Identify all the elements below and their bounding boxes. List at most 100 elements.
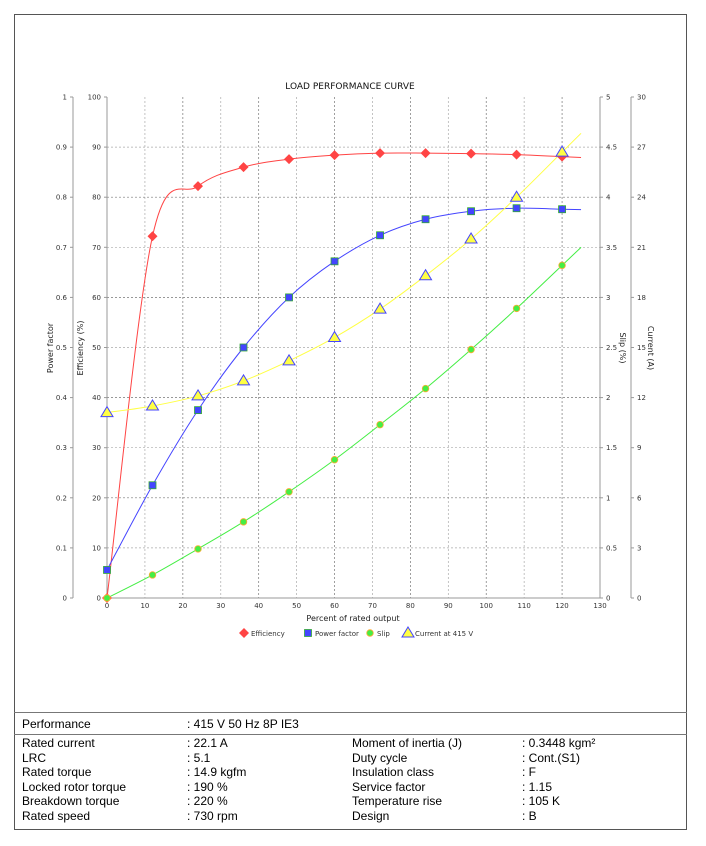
spec-value: : 0.3448 kgm² [522, 736, 596, 750]
spec-value: : 14.9 kgfm [187, 765, 247, 779]
slip-tick-label: 2.5 [606, 344, 617, 352]
spec-label: LRC [22, 750, 47, 765]
power-factor-tick-label: 0.4 [56, 394, 68, 402]
current-tick-label: 3 [637, 544, 641, 552]
x-tick-label: 130 [593, 602, 606, 610]
current-at-415-v-point [145, 398, 160, 411]
spec-value: : 1.15 [522, 779, 553, 794]
current-tick-label: 9 [637, 444, 641, 452]
x-axis-label: Percent of rated output [306, 614, 399, 623]
legend-label: Slip [377, 630, 390, 638]
current-at-415-v-point [418, 268, 433, 281]
power-factor-point [558, 205, 566, 214]
x-tick-label: 50 [292, 602, 301, 610]
spec-value: : Cont.(S1) [522, 750, 581, 765]
slip-tick-label: 1.5 [606, 444, 617, 452]
slip-point [194, 545, 202, 553]
current-tick-label: 15 [637, 344, 646, 352]
spec-value: : 220 % [187, 794, 228, 808]
power-factor-point [376, 231, 384, 240]
plot-area [107, 97, 600, 598]
current-at-415-v-point [236, 373, 251, 386]
efficiency-tick-label: 0 [97, 595, 101, 603]
efficiency-tick-label: 90 [92, 144, 101, 152]
spec-label: Rated speed [22, 808, 91, 823]
efficiency-tick-label: 30 [92, 444, 101, 452]
efficiency-tick-label: 40 [92, 394, 101, 402]
slip-tick-label: 4 [606, 194, 611, 202]
spec-value: : B [522, 808, 537, 823]
performance-value: : 415 V 50 Hz 8P IE3 [187, 717, 299, 731]
spec-label: Rated current [22, 736, 95, 750]
x-tick-label: 10 [140, 602, 149, 610]
spec-value: : 105 K [522, 794, 561, 808]
performance-row: Performance : 415 V 50 Hz 8P IE3 [14, 713, 687, 735]
current-at-415-v-point [555, 145, 569, 157]
current-at-415-v-point [282, 353, 296, 366]
efficiency-tick-label: 80 [92, 194, 101, 202]
current-at-415-v-point [464, 231, 478, 244]
power-factor-point [148, 481, 157, 490]
slip-point [512, 304, 521, 313]
efficiency-point [193, 181, 204, 192]
slip-tick-label: 2 [606, 394, 610, 402]
legend-label: Power factor [315, 630, 359, 638]
load-performance-chart: LOAD PERFORMANCE CURVE Percent of rated … [46, 82, 655, 638]
slip-point [558, 261, 566, 270]
efficiency-point [147, 231, 158, 242]
spec-label: Insulation class [352, 765, 435, 779]
power-factor-tick-label: 0 [63, 595, 67, 603]
slip-point [103, 594, 111, 602]
power-factor-axis-label: Power factor [46, 322, 55, 373]
power-factor-tick-label: 1 [63, 94, 67, 102]
power-factor-point [421, 215, 430, 224]
current-at-415-v-point [100, 405, 114, 418]
slip-point [148, 571, 157, 579]
power-factor-point [285, 293, 293, 302]
slip-point [239, 518, 248, 526]
current-at-415-v-point [327, 330, 342, 342]
slip-point [330, 456, 339, 464]
current-at-415-v-point [509, 190, 524, 202]
x-tick-label: 80 [406, 602, 415, 610]
spec-label: Service factor [352, 779, 426, 794]
efficiency-point [329, 150, 340, 161]
spec-label: Moment of inertia (J) [352, 736, 463, 750]
current-at-415-v-point [373, 302, 387, 314]
legend-label: Current at 415 V [415, 630, 473, 638]
spec-label: Duty cycle [352, 750, 408, 765]
spec-label: Locked rotor torque [22, 779, 127, 794]
x-tick-label: 110 [517, 602, 530, 610]
current-tick-label: 27 [637, 144, 646, 152]
slip-tick-label: 3 [606, 294, 610, 302]
efficiency-tick-label: 60 [92, 294, 101, 302]
x-tick-label: 120 [555, 602, 568, 610]
spec-value: : F [522, 765, 536, 779]
efficiency-point [511, 149, 522, 160]
current-axis-label: Current (A) [646, 326, 655, 370]
efficiency-point [238, 162, 249, 173]
slip-point [467, 345, 475, 354]
current-at-415-v-point [191, 388, 205, 401]
power-factor-point [512, 204, 521, 213]
spec-value: : 5.1 [187, 750, 211, 765]
performance-label: Performance [22, 717, 91, 731]
x-tick-label: 40 [254, 602, 263, 610]
legend-marker [401, 626, 415, 638]
efficiency-tick-label: 70 [92, 244, 101, 252]
spec-value: : 22.1 A [187, 736, 228, 750]
slip-tick-label: 5 [606, 94, 610, 102]
x-tick-label: 30 [216, 602, 225, 610]
power-factor-tick-label: 0.8 [56, 194, 67, 202]
slip-point [376, 420, 384, 429]
x-tick-label: 70 [368, 602, 377, 610]
slip-point [285, 488, 293, 496]
efficiency-tick-label: 20 [92, 494, 101, 502]
power-factor-tick-label: 0.2 [56, 494, 67, 502]
spec-label: Breakdown torque [22, 794, 120, 808]
efficiency-tick-label: 10 [92, 544, 101, 552]
chart-title: LOAD PERFORMANCE CURVE [285, 82, 415, 92]
x-tick-label: 60 [330, 602, 339, 610]
current-tick-label: 21 [637, 244, 646, 252]
